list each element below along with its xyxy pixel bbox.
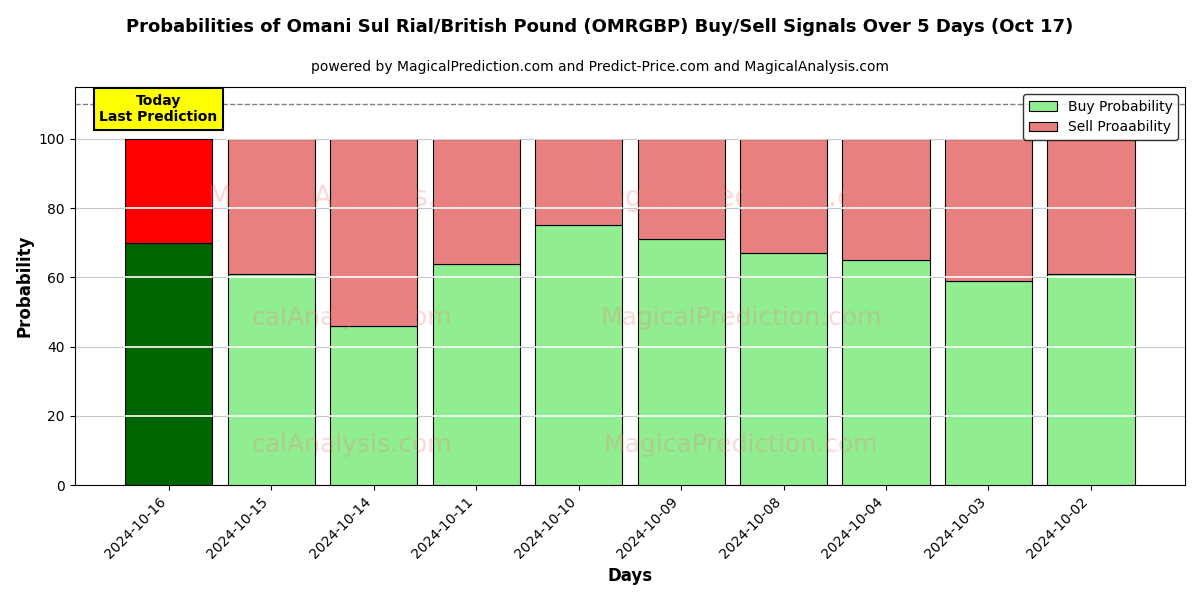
Bar <box>1048 139 1134 274</box>
Bar <box>637 139 725 239</box>
X-axis label: Days: Days <box>607 567 653 585</box>
Bar <box>842 139 930 260</box>
Bar <box>740 253 827 485</box>
Legend: Buy Probability, Sell Proaability: Buy Probability, Sell Proaability <box>1024 94 1178 140</box>
Bar <box>330 139 418 326</box>
Bar <box>637 239 725 485</box>
Text: MagicalAnalysis.com: MagicalAnalysis.com <box>208 184 497 212</box>
Text: Probabilities of Omani Sul Rial/British Pound (OMRGBP) Buy/Sell Signals Over 5 D: Probabilities of Omani Sul Rial/British … <box>126 18 1074 36</box>
Bar <box>535 139 622 226</box>
Y-axis label: Probability: Probability <box>16 235 34 337</box>
Bar <box>944 281 1032 485</box>
Text: MagicalPrediction.com: MagicalPrediction.com <box>600 306 882 330</box>
Text: MagicalPrediction.com: MagicalPrediction.com <box>584 184 898 212</box>
Bar <box>228 274 314 485</box>
Bar <box>125 139 212 243</box>
Bar <box>432 139 520 263</box>
Bar <box>1048 274 1134 485</box>
Bar <box>432 263 520 485</box>
Bar <box>535 226 622 485</box>
Bar <box>125 243 212 485</box>
Text: calAnalysis.com: calAnalysis.com <box>252 306 452 330</box>
Bar <box>842 260 930 485</box>
Text: MagicaPrediction.com: MagicaPrediction.com <box>604 433 878 457</box>
Bar <box>228 139 314 274</box>
Bar <box>330 326 418 485</box>
Text: calAnalysis.com: calAnalysis.com <box>252 433 452 457</box>
Bar <box>944 139 1032 281</box>
Text: powered by MagicalPrediction.com and Predict-Price.com and MagicalAnalysis.com: powered by MagicalPrediction.com and Pre… <box>311 60 889 74</box>
Bar <box>740 139 827 253</box>
Text: Today
Last Prediction: Today Last Prediction <box>100 94 217 124</box>
